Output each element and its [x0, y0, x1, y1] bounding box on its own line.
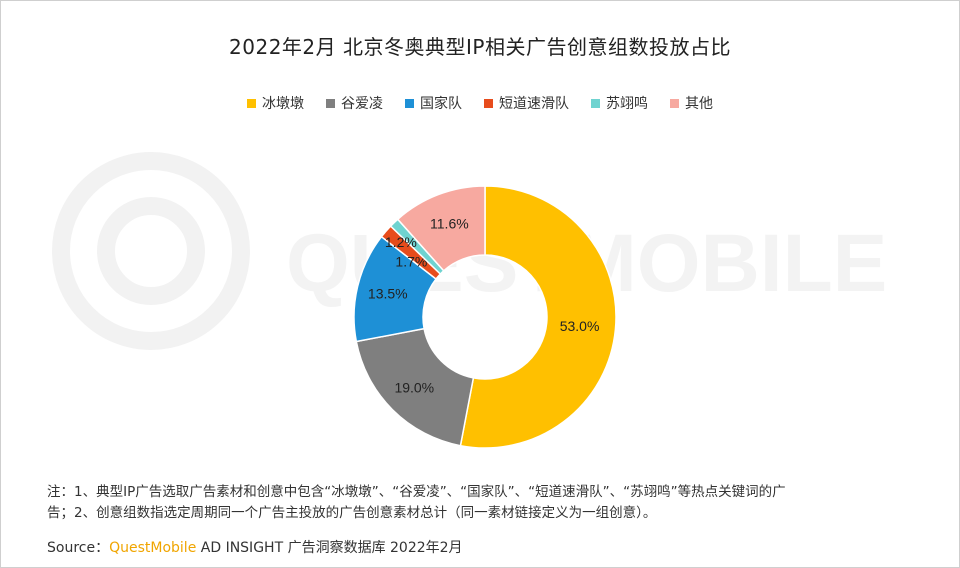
source-prefix: Source：	[47, 540, 110, 556]
legend-label: 冰墩墩	[262, 96, 304, 112]
source-line: Source：QuestMobile AD INSIGHT 广告洞察数据库 20…	[47, 537, 463, 557]
legend-item: 其他	[670, 93, 713, 113]
legend-item: 谷爱凌	[326, 93, 383, 113]
legend-swatch	[405, 98, 414, 108]
legend-item: 短道速滑队	[484, 93, 569, 113]
data-label: 53.0%	[560, 318, 600, 334]
source-brand: QuestMobile	[109, 540, 197, 556]
legend-swatch	[591, 98, 600, 108]
footnote: 注：1、典型IP广告选取广告素材和创意中包含“冰墩墩”、“谷爱凌”、“国家队”、…	[47, 482, 917, 524]
donut-slice	[355, 327, 475, 447]
data-label: 1.2%	[385, 234, 417, 250]
legend: 冰墩墩 谷爱凌 国家队 短道速滑队 苏翊鸣 其他	[1, 93, 959, 113]
legend-swatch	[670, 98, 679, 108]
chart-title: 2022年2月 北京冬奥典型IP相关广告创意组数投放占比	[229, 35, 731, 59]
legend-label: 谷爱凌	[341, 96, 383, 112]
data-label: 19.0%	[394, 380, 434, 396]
watermark-logo-icon	[52, 152, 250, 350]
data-label: 13.5%	[368, 286, 408, 302]
legend-swatch	[247, 98, 256, 108]
legend-item: 冰墩墩	[247, 93, 304, 113]
footnote-line-2: 告；2、创意组数指选定周期同一个广告主投放的广告创意素材总计（同一素材链接定义为…	[47, 505, 657, 521]
data-label: 1.7%	[395, 254, 427, 270]
donut-slice	[396, 185, 486, 272]
footnote-line-1: 注：1、典型IP广告选取广告素材和创意中包含“冰墩墩”、“谷爱凌”、“国家队”、…	[47, 484, 786, 500]
legend-label: 其他	[685, 96, 713, 112]
data-label: 11.6%	[430, 216, 469, 232]
legend-label: 国家队	[420, 96, 462, 112]
legend-label: 苏翊鸣	[606, 96, 648, 112]
legend-label: 短道速滑队	[499, 96, 569, 112]
legend-swatch	[326, 98, 335, 108]
source-suffix: AD INSIGHT 广告洞察数据库 2022年2月	[196, 540, 463, 556]
legend-item: 国家队	[405, 93, 462, 113]
donut-slice	[459, 185, 617, 449]
legend-item: 苏翊鸣	[591, 93, 648, 113]
legend-swatch	[484, 98, 493, 108]
